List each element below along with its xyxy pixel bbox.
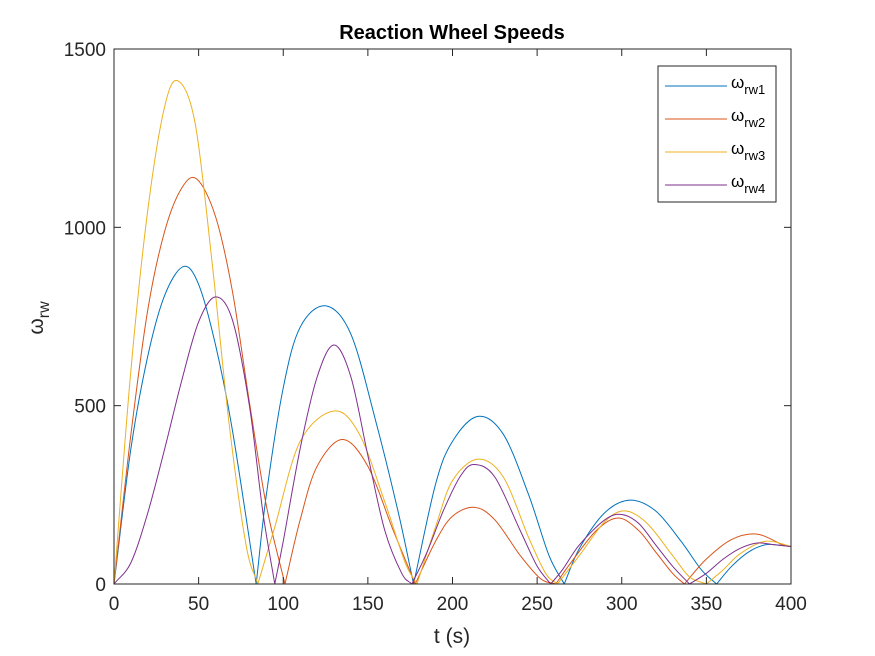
x-tick-label-0: 0 [109, 594, 120, 615]
legend-subscript: rw3 [744, 148, 765, 163]
legend-subscript: rw2 [744, 115, 765, 130]
series-line-rw3 [113, 79, 792, 585]
x-tick-label-6: 300 [606, 594, 638, 615]
y-tick-label-2: 1000 [64, 218, 106, 239]
x-axis-label: t (s) [434, 625, 470, 648]
y-axis-label-symbol: ω [25, 318, 48, 334]
x-tick-label-5: 250 [521, 594, 553, 615]
legend-symbol: ω [731, 106, 744, 125]
legend-symbol: ω [731, 139, 744, 158]
legend-symbol: ω [731, 172, 744, 191]
legend-subscript: rw4 [744, 181, 765, 196]
y-tick-label-1: 500 [74, 397, 106, 418]
series-line-rw2 [113, 176, 792, 585]
y-axis-label: ωrw [25, 301, 53, 335]
series-line-rw1 [113, 265, 792, 585]
legend-subscript: rw1 [744, 82, 765, 97]
y-axis-label-subscript: rw [36, 301, 53, 318]
legend-label-rw4: ωrw4 [731, 172, 765, 196]
x-tick-label-1: 50 [188, 594, 209, 615]
legend-label-rw3: ωrw3 [731, 139, 765, 163]
legend-symbol: ω [731, 73, 744, 92]
x-tick-label-8: 400 [775, 594, 807, 615]
legend-label-rw2: ωrw2 [731, 106, 765, 130]
y-tick-label-3: 1500 [64, 40, 106, 61]
legend-label-rw1: ωrw1 [731, 73, 765, 97]
y-tick-label-0: 0 [95, 575, 106, 596]
chart-title: Reaction Wheel Speeds [339, 22, 565, 44]
series-layer [113, 79, 792, 585]
x-tick-label-2: 100 [267, 594, 299, 615]
series-line-rw4 [113, 296, 792, 585]
x-tick-label-3: 150 [352, 594, 384, 615]
ticks-layer: 0 50 100 150 200 250 300 350 400 0 500 1000 1500 [64, 40, 807, 615]
x-tick-label-7: 350 [691, 594, 723, 615]
x-tick-label-4: 200 [437, 594, 469, 615]
legend-box [657, 65, 777, 203]
